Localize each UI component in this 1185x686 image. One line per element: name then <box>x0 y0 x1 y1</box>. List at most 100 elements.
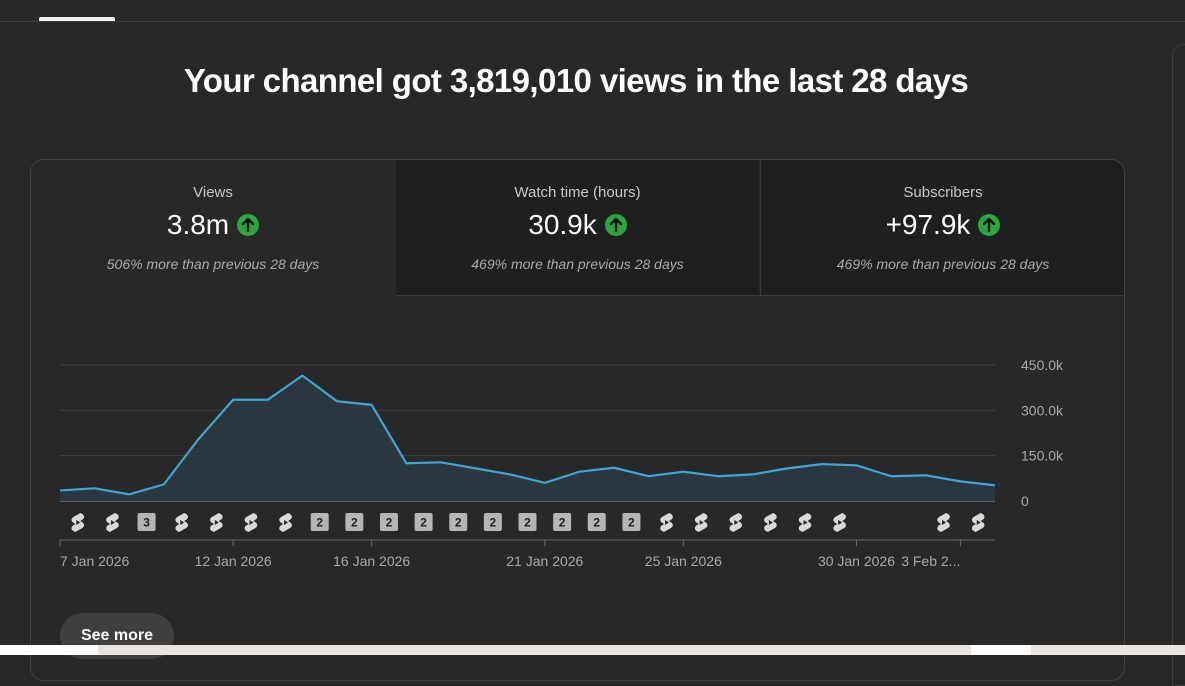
metric-comparison-note: 506% more than previous 28 days <box>106 256 320 272</box>
video-count-label: 2 <box>316 516 323 530</box>
shorts-icon[interactable] <box>798 513 812 532</box>
data-point <box>890 475 892 477</box>
data-point <box>59 489 61 491</box>
data-point <box>959 480 961 482</box>
views-line <box>59 374 996 496</box>
y-tick-label: 150.0k <box>1021 448 1064 464</box>
data-point <box>925 474 927 476</box>
data-point <box>821 463 823 465</box>
shorts-icon[interactable] <box>71 513 85 532</box>
video-count-label: 2 <box>420 516 427 530</box>
views-area <box>60 375 995 501</box>
x-tick-label: 21 Jan 2026 <box>506 553 583 569</box>
shorts-icon[interactable] <box>244 513 258 532</box>
shorts-icon[interactable] <box>694 513 708 532</box>
data-point <box>682 471 684 473</box>
metric-tab-watch-time[interactable]: Watch time (hours) 30.9k 469% more than … <box>396 160 759 296</box>
trend-up-icon <box>978 214 1001 236</box>
video-count-badge[interactable] <box>587 513 606 531</box>
data-point <box>267 399 269 401</box>
metric-label: Subscribers <box>903 184 983 201</box>
x-tick-label: 16 Jan 2026 <box>333 553 410 569</box>
metric-tab-subscribers[interactable]: Subscribers +97.9k 469% more than previo… <box>760 160 1124 296</box>
metric-label: Watch time (hours) <box>514 184 641 201</box>
shorts-icon[interactable] <box>279 513 292 532</box>
shorts-icon[interactable] <box>937 513 950 532</box>
bottom-strip <box>0 645 1185 655</box>
shorts-icon[interactable] <box>210 513 223 532</box>
video-count-badge[interactable] <box>345 513 364 531</box>
data-point <box>301 375 303 377</box>
active-tab-indicator <box>39 17 115 21</box>
data-point <box>371 404 373 406</box>
views-chart[interactable]: 450.0k 300.0k 150.0k 0 3 2 2 2 2 2 2 2 2 2 2 7 Jan 2026… <box>0 0 1185 600</box>
video-count-badge[interactable] <box>379 513 398 531</box>
shorts-icon[interactable] <box>660 513 673 532</box>
data-point <box>336 400 338 402</box>
shorts-icon[interactable] <box>106 513 119 532</box>
data-point <box>752 473 754 475</box>
video-count-badge[interactable] <box>414 513 433 531</box>
x-tick-label: 3 Feb 2... <box>901 553 960 569</box>
data-point <box>475 467 477 469</box>
video-count-badge[interactable] <box>137 513 156 531</box>
trend-up-icon <box>237 214 260 236</box>
analytics-card: Views 3.8m 506% more than previous 28 da… <box>30 159 1125 681</box>
data-point <box>405 462 407 464</box>
y-tick-label: 300.0k <box>1021 402 1064 418</box>
video-count-label: 3 <box>143 516 150 530</box>
x-tick-label: 25 Jan 2026 <box>645 553 722 569</box>
data-point <box>994 484 996 486</box>
strip-segment <box>971 645 1031 655</box>
video-count-label: 2 <box>559 516 566 530</box>
metric-label: Views <box>193 184 233 201</box>
data-point <box>232 399 234 401</box>
data-point <box>648 475 650 477</box>
y-tick-label: 0 <box>1021 493 1029 509</box>
video-count-badge[interactable] <box>518 513 537 531</box>
data-point <box>786 467 788 469</box>
metric-comparison-note: 469% more than previous 28 days <box>471 256 684 272</box>
data-point <box>578 471 580 473</box>
data-point <box>198 438 200 440</box>
shorts-icon[interactable] <box>175 513 189 532</box>
data-point <box>855 464 857 466</box>
video-count-label: 2 <box>593 516 600 530</box>
data-point <box>544 482 546 484</box>
page-headline: Your channel got 3,819,010 views in the … <box>183 62 969 99</box>
video-count-badge[interactable] <box>449 513 468 531</box>
video-count-label: 2 <box>351 516 358 530</box>
data-point <box>613 467 615 469</box>
metric-value: 3.8m <box>166 209 230 240</box>
video-count-badge[interactable] <box>622 513 641 531</box>
video-count-label: 2 <box>524 516 531 530</box>
x-tick-label: 7 Jan 2026 <box>60 553 129 569</box>
top-tab-bar <box>0 0 1185 22</box>
video-count-badge[interactable] <box>483 513 502 531</box>
video-count-label: 2 <box>386 516 393 530</box>
trend-up-icon <box>604 214 627 236</box>
shorts-icon[interactable] <box>764 513 777 532</box>
data-point <box>94 487 96 489</box>
video-count-badge[interactable] <box>553 513 572 531</box>
data-point <box>509 473 511 475</box>
video-count-badge[interactable] <box>310 513 329 531</box>
metric-tab-views[interactable]: Views 3.8m 506% more than previous 28 da… <box>31 160 395 295</box>
shorts-icon[interactable] <box>729 513 743 532</box>
video-count-label: 2 <box>628 516 635 530</box>
data-point <box>440 461 442 463</box>
data-point <box>163 483 165 485</box>
shorts-icon[interactable] <box>833 513 846 532</box>
x-tick-label: 30 Jan 2026 <box>818 553 895 569</box>
data-point <box>717 475 719 477</box>
video-count-label: 2 <box>455 516 462 530</box>
y-tick-label: 450.0k <box>1021 357 1064 373</box>
data-point <box>128 493 130 495</box>
shorts-icon[interactable] <box>971 513 985 532</box>
metric-comparison-note: 469% more than previous 28 days <box>836 256 1050 272</box>
x-tick-label: 12 Jan 2026 <box>195 553 272 569</box>
metric-value: +97.9k <box>885 209 971 240</box>
metric-value: 30.9k <box>528 209 597 240</box>
strip-segment <box>0 645 98 655</box>
video-count-label: 2 <box>490 516 497 530</box>
